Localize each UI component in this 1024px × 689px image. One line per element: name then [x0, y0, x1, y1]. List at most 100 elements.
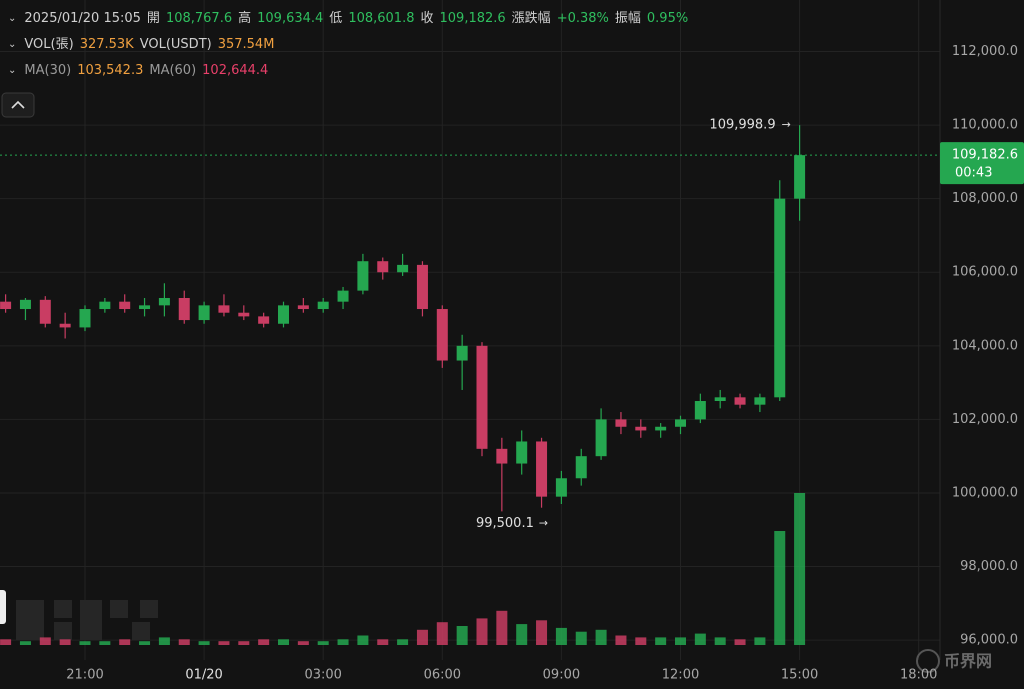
candle-body — [595, 419, 607, 457]
volume-bar — [357, 635, 369, 645]
x-tick-label: 12:00 — [662, 668, 699, 683]
logo-icon — [916, 649, 940, 673]
candle-body — [178, 297, 190, 321]
volume-bar — [317, 641, 329, 645]
max-annotation: 109,998.9 — [709, 118, 775, 133]
candle-body — [258, 316, 270, 324]
volume-bar — [0, 639, 12, 645]
volume-bar — [774, 531, 786, 645]
candle-body — [297, 305, 309, 310]
volume-bar — [496, 610, 508, 645]
watermark-text: 币界网 — [944, 652, 992, 671]
volume-bar — [238, 641, 250, 645]
volume-bar — [198, 641, 210, 645]
candle-body — [377, 261, 389, 273]
legend-row[interactable]: ⌄ VOL(張) 327.53K VOL(USDT) 357.54M — [8, 32, 688, 58]
last-price-label: 109,182.6 — [952, 148, 1018, 163]
countdown-label: 00:43 — [955, 166, 992, 181]
legend-item: 108,601.8 — [348, 11, 415, 26]
legend-header: ⌄ 2025/01/20 15:05 開 108,767.6 高 109,634.4 低 10… — [8, 6, 688, 84]
legend-item: 102,644.4 — [202, 63, 269, 78]
volume-bar — [714, 637, 726, 645]
candle-body — [79, 309, 91, 328]
candle-body — [536, 441, 548, 497]
candle-body — [218, 305, 230, 313]
y-tick-label: 98,000.0 — [960, 559, 1018, 574]
candle-body — [456, 345, 468, 361]
candle-body — [337, 290, 349, 302]
chevron[interactable]: ⌄ — [8, 13, 17, 24]
volume-bar — [436, 622, 448, 645]
candle-body — [198, 305, 210, 321]
volume-bar — [555, 627, 567, 645]
volume-bar — [39, 637, 51, 645]
y-tick-label: 100,000.0 — [952, 485, 1018, 500]
y-tick-label: 112,000.0 — [952, 44, 1018, 59]
candle-body — [278, 305, 289, 324]
volume-bar — [595, 629, 607, 645]
legend-item: 高 — [238, 11, 252, 26]
legend-item: 357.54M — [217, 37, 275, 52]
volume-bar — [59, 639, 71, 645]
candle-body — [59, 323, 71, 328]
legend-item: 103,542.3 — [77, 63, 144, 78]
x-tick-label: 03:00 — [304, 668, 341, 683]
chevron[interactable]: ⌄ — [8, 39, 17, 50]
max-arrow: → — [782, 118, 791, 131]
legend-row[interactable]: ⌄ 2025/01/20 15:05 開 108,767.6 高 109,634.4 低 10… — [8, 6, 688, 32]
candle-body — [496, 448, 508, 464]
volume-bar — [99, 641, 111, 645]
y-tick-label: 102,000.0 — [952, 412, 1018, 427]
x-tick-label: 15:00 — [781, 668, 818, 683]
y-tick-label: 108,000.0 — [952, 191, 1018, 206]
y-tick-label: 110,000.0 — [952, 118, 1018, 133]
candle-body — [655, 426, 667, 431]
candle-body — [158, 297, 170, 306]
candle-body — [139, 305, 151, 310]
volume-bar — [218, 641, 230, 645]
legend-item: 開 — [146, 11, 160, 26]
min-arrow: → — [539, 516, 548, 529]
legend-item: 0.95% — [646, 11, 689, 26]
volume-bar — [19, 641, 31, 645]
volume-bar — [139, 641, 151, 645]
candle-body — [635, 426, 647, 431]
side-tab[interactable] — [0, 590, 6, 624]
candle-body — [436, 309, 448, 361]
legend-item: 109,634.4 — [257, 11, 324, 26]
volume-bar — [337, 639, 349, 645]
collapse-button[interactable] — [1, 92, 35, 118]
candle-body — [99, 301, 111, 310]
volume-bar — [575, 631, 587, 645]
legend-item: 2025/01/20 15:05 — [24, 11, 141, 26]
volume-bar — [655, 637, 667, 645]
candle-body — [476, 345, 488, 449]
candle-body — [238, 312, 250, 317]
volume-bar — [754, 637, 766, 645]
x-tick-label: 21:00 — [66, 668, 103, 683]
candle-body — [774, 198, 786, 398]
volume-bar — [79, 641, 91, 645]
candle-body — [119, 301, 131, 310]
volume-bar — [536, 620, 548, 645]
candle-body — [754, 397, 766, 405]
legend-item: 收 — [420, 11, 434, 26]
volume-bar — [416, 629, 428, 645]
volume-bar — [297, 641, 309, 645]
candle-body — [357, 261, 369, 291]
volume-bar — [615, 635, 627, 645]
volume-bar — [397, 639, 409, 645]
x-tick-label: 06:00 — [424, 668, 461, 683]
legend-item: VOL(張) — [24, 37, 74, 52]
candle-body — [416, 264, 428, 310]
candle-body — [794, 155, 806, 199]
candle-body — [516, 441, 528, 464]
collapse-icon — [11, 100, 25, 109]
volume-bar — [635, 637, 647, 645]
legend-row[interactable]: ⌄ MA(30) 103,542.3 MA(60) 102,644.4 — [8, 58, 688, 84]
chevron[interactable]: ⌄ — [8, 65, 17, 76]
candle-body — [555, 478, 567, 497]
volume-bar — [119, 639, 131, 645]
